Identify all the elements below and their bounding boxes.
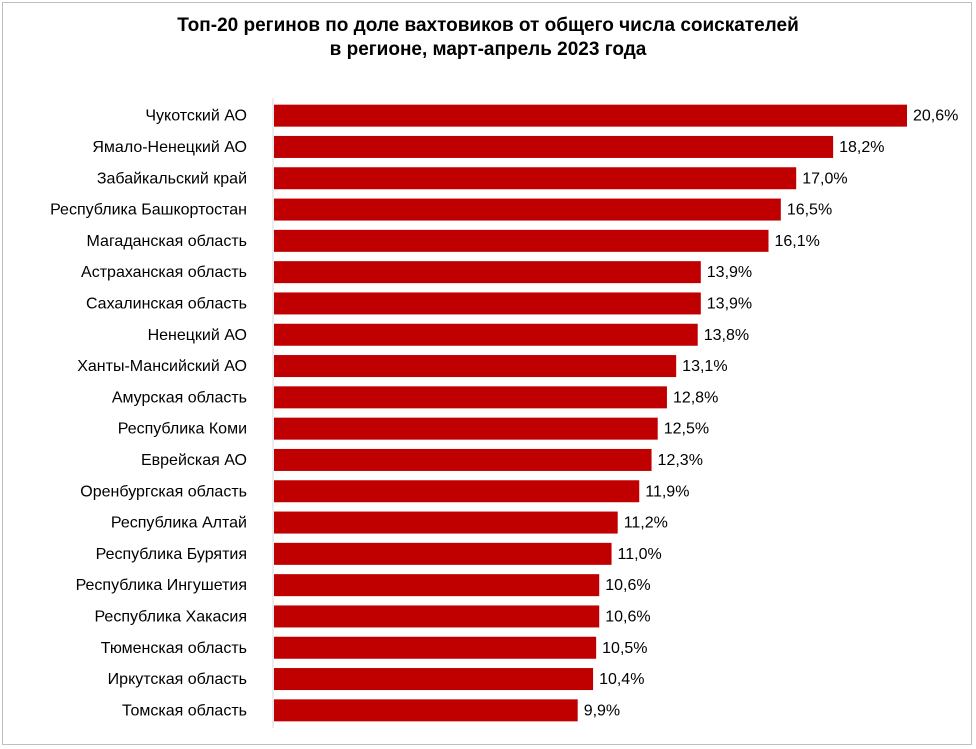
data-label: 18,2% bbox=[839, 139, 884, 156]
bar bbox=[274, 636, 597, 659]
data-label: 11,9% bbox=[645, 483, 689, 500]
data-label: 12,8% bbox=[673, 389, 718, 406]
category-label: Еврейская АО bbox=[141, 452, 247, 469]
category-label: Республика Ингушетия bbox=[76, 577, 247, 594]
data-label: 13,9% bbox=[707, 295, 752, 312]
bar bbox=[274, 480, 640, 503]
category-label: Томская область bbox=[122, 702, 247, 719]
bar bbox=[274, 542, 612, 565]
bar bbox=[274, 135, 834, 158]
data-label: 12,5% bbox=[664, 421, 709, 438]
data-label: 13,8% bbox=[704, 327, 749, 344]
category-label: Республика Алтай bbox=[111, 515, 247, 532]
category-label: Астраханская область bbox=[81, 264, 247, 281]
category-label: Республика Хакасия bbox=[94, 608, 247, 625]
bar bbox=[274, 355, 677, 378]
bar bbox=[274, 511, 618, 534]
category-label: Забайкальский край bbox=[97, 170, 247, 187]
bar bbox=[274, 417, 658, 440]
bar bbox=[274, 104, 907, 127]
data-label: 11,0% bbox=[618, 546, 662, 563]
data-label: 20,6% bbox=[913, 108, 958, 125]
data-label: 11,2% bbox=[624, 515, 668, 532]
data-label: 13,1% bbox=[682, 358, 727, 375]
bar bbox=[274, 323, 698, 346]
data-label: 17,0% bbox=[802, 170, 847, 187]
bar bbox=[274, 668, 594, 691]
category-label: Чукотский АО bbox=[145, 108, 247, 125]
category-label: Амурская область bbox=[112, 389, 247, 406]
category-label: Ненецкий АО bbox=[148, 327, 247, 344]
category-label: Тюменская область bbox=[101, 640, 247, 657]
chart-title-line-1: Топ-20 регинов по доле вахтовиков от общ… bbox=[177, 15, 799, 36]
bar bbox=[274, 229, 769, 252]
category-label: Ямало-Ненецкий АО bbox=[92, 139, 247, 156]
data-label: 9,9% bbox=[584, 702, 620, 719]
category-label: Оренбургская область bbox=[80, 483, 247, 500]
category-label: Республика Башкортостан bbox=[50, 202, 247, 219]
data-label: 16,1% bbox=[775, 233, 820, 250]
data-label: 10,5% bbox=[602, 640, 647, 657]
category-label: Ханты-Мансийский АО bbox=[77, 358, 247, 375]
data-label: 13,9% bbox=[707, 264, 752, 281]
category-label: Республика Бурятия bbox=[96, 546, 247, 563]
bar bbox=[274, 386, 667, 409]
bar bbox=[274, 448, 652, 471]
bar bbox=[274, 605, 600, 628]
bar bbox=[274, 261, 701, 284]
bar bbox=[274, 574, 600, 597]
data-label: 10,4% bbox=[599, 671, 644, 688]
category-label: Республика Коми bbox=[118, 421, 247, 438]
bar bbox=[274, 198, 781, 221]
bar bbox=[274, 292, 701, 315]
chart-title: Топ-20 регинов по доле вахтовиков от общ… bbox=[0, 14, 976, 62]
data-label: 10,6% bbox=[605, 608, 650, 625]
category-label: Иркутская область bbox=[108, 671, 247, 688]
chart-title-line-2: в регионе, март-апрель 2023 года bbox=[329, 39, 647, 60]
data-label: 10,6% bbox=[605, 577, 650, 594]
data-label: 12,3% bbox=[658, 452, 703, 469]
bar bbox=[274, 699, 578, 722]
data-label: 16,5% bbox=[787, 202, 832, 219]
bar bbox=[274, 167, 797, 190]
category-label: Магаданская область bbox=[87, 233, 247, 250]
category-label: Сахалинская область bbox=[86, 295, 247, 312]
